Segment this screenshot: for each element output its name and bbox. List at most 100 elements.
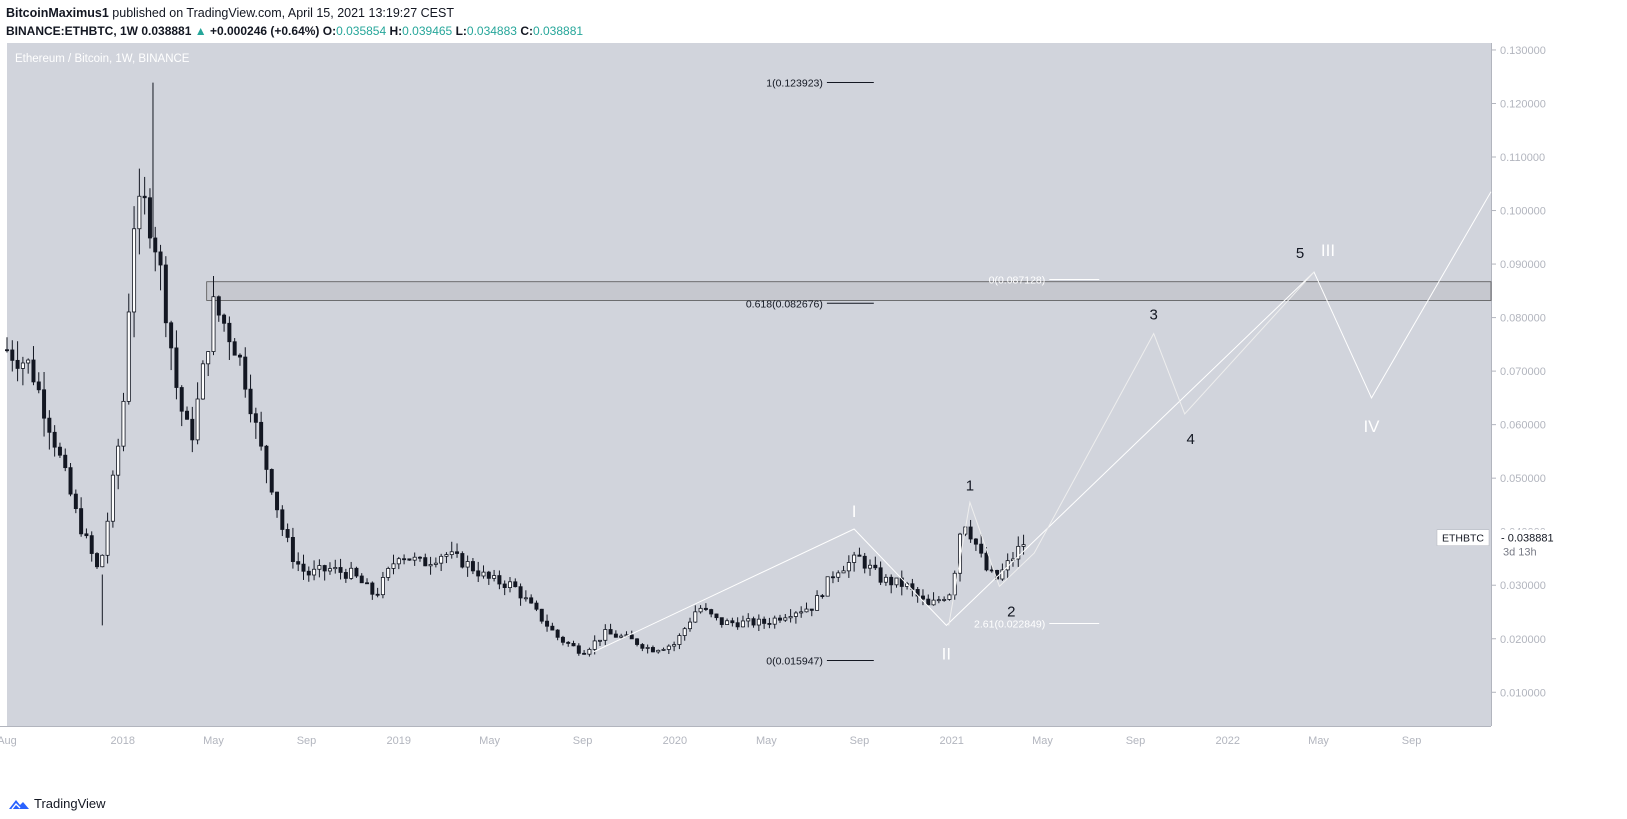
candle[interactable] (730, 620, 735, 624)
candle[interactable] (592, 640, 597, 650)
candle[interactable] (349, 567, 354, 579)
candle[interactable] (878, 567, 883, 583)
candle[interactable] (280, 509, 285, 530)
candle[interactable] (481, 571, 486, 577)
candle[interactable] (63, 454, 68, 469)
candle[interactable] (968, 526, 973, 540)
candle[interactable] (640, 644, 645, 649)
candle[interactable] (1016, 545, 1021, 560)
candle[interactable] (15, 359, 20, 369)
candle[interactable] (476, 570, 481, 577)
candle[interactable] (169, 322, 174, 349)
candle[interactable] (386, 568, 391, 578)
candle[interactable] (465, 561, 470, 568)
candle[interactable] (857, 554, 862, 557)
candle[interactable] (979, 543, 984, 554)
candle[interactable] (836, 572, 841, 578)
candle[interactable] (571, 643, 576, 647)
candle[interactable] (656, 649, 661, 653)
candle[interactable] (1000, 569, 1005, 580)
candle[interactable] (5, 349, 9, 352)
candle[interactable] (534, 602, 539, 610)
candle[interactable] (179, 387, 184, 412)
candle[interactable] (163, 264, 168, 324)
candle[interactable] (100, 554, 105, 568)
candle[interactable] (195, 398, 200, 441)
candle[interactable] (672, 644, 677, 647)
candle[interactable] (635, 638, 640, 645)
candle[interactable] (269, 469, 274, 493)
candle[interactable] (709, 609, 714, 615)
candle[interactable] (846, 562, 851, 572)
candle[interactable] (555, 629, 560, 638)
candle[interactable] (545, 620, 550, 627)
candle[interactable] (68, 467, 73, 495)
candle[interactable] (338, 567, 343, 573)
candle[interactable] (703, 607, 708, 610)
wave-path-major[interactable] (592, 191, 1492, 653)
candle[interactable] (248, 388, 253, 415)
candle[interactable] (36, 381, 41, 391)
candle[interactable] (677, 635, 682, 645)
candle[interactable] (507, 581, 512, 589)
candle[interactable] (433, 562, 438, 565)
candle[interactable] (497, 575, 502, 585)
candle[interactable] (650, 647, 655, 653)
candle[interactable] (370, 582, 375, 595)
candle[interactable] (778, 617, 782, 621)
candle[interactable] (89, 535, 94, 554)
candle[interactable] (719, 617, 724, 625)
candle[interactable] (523, 597, 528, 600)
candle[interactable] (380, 577, 385, 596)
candle[interactable] (899, 577, 904, 587)
candle[interactable] (365, 582, 370, 585)
candle[interactable] (142, 195, 147, 199)
candle[interactable] (661, 648, 666, 651)
candle[interactable] (391, 563, 396, 569)
candle[interactable] (237, 354, 242, 358)
candle[interactable] (598, 639, 602, 642)
candle[interactable] (79, 508, 84, 535)
candle[interactable] (582, 652, 587, 655)
candle[interactable] (947, 594, 952, 600)
candle[interactable] (407, 558, 412, 561)
candle[interactable] (121, 400, 126, 447)
candle[interactable] (84, 533, 89, 537)
candle[interactable] (343, 572, 348, 579)
candle[interactable] (820, 595, 825, 598)
candle[interactable] (698, 607, 703, 613)
author-name[interactable]: BitcoinMaximus1 (6, 6, 109, 20)
candle[interactable] (603, 629, 608, 641)
candle[interactable] (264, 445, 269, 470)
candle[interactable] (788, 616, 793, 619)
candle[interactable] (830, 576, 835, 579)
candle[interactable] (211, 296, 216, 352)
candle[interactable] (825, 576, 830, 597)
price-axis[interactable] (1491, 43, 1627, 726)
resistance-zone[interactable] (206, 281, 1492, 301)
candle[interactable] (576, 645, 581, 654)
candle[interactable] (285, 529, 290, 538)
candle[interactable] (227, 322, 232, 343)
candle[interactable] (428, 564, 433, 567)
candle[interactable] (116, 445, 121, 476)
candle[interactable] (767, 623, 772, 625)
candle[interactable] (518, 586, 523, 599)
candle[interactable] (455, 551, 460, 554)
candle[interactable] (47, 417, 52, 433)
candle[interactable] (502, 583, 507, 589)
candle[interactable] (1021, 544, 1026, 547)
candle[interactable] (10, 349, 15, 361)
candle[interactable] (73, 493, 78, 510)
candle[interactable] (889, 576, 894, 586)
candle[interactable] (873, 564, 878, 569)
candle[interactable] (862, 555, 867, 569)
candle[interactable] (942, 599, 947, 601)
wave-path-minor[interactable] (948, 271, 1315, 626)
tradingview-footer[interactable]: TradingView (8, 796, 106, 811)
candle[interactable] (989, 569, 994, 572)
candle[interactable] (253, 413, 258, 423)
candle[interactable] (470, 561, 475, 572)
plot-area[interactable] (7, 43, 1491, 726)
candle[interactable] (793, 612, 798, 617)
